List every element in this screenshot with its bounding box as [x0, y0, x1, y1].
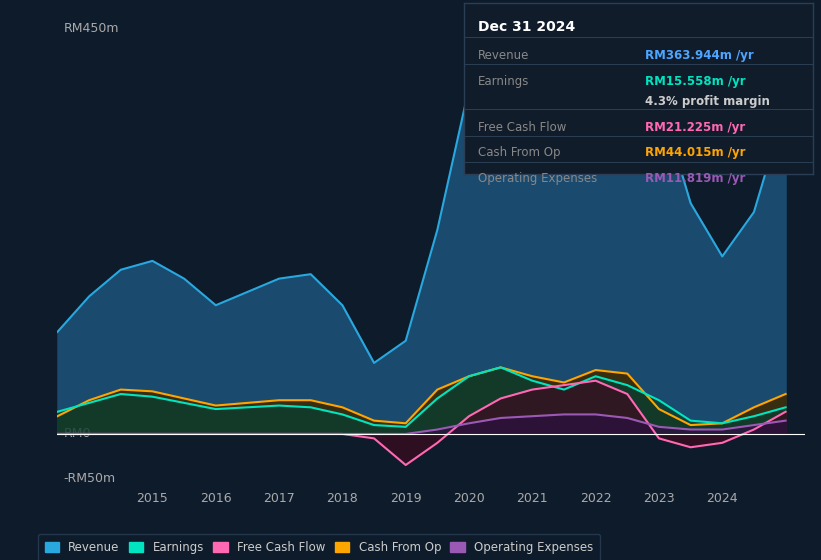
Text: 4.3% profit margin: 4.3% profit margin	[645, 95, 770, 108]
Text: Operating Expenses: Operating Expenses	[478, 172, 597, 185]
Text: -RM50m: -RM50m	[64, 472, 116, 485]
Text: Dec 31 2024: Dec 31 2024	[478, 20, 575, 34]
Text: Free Cash Flow: Free Cash Flow	[478, 120, 566, 134]
Text: Cash From Op: Cash From Op	[478, 146, 560, 159]
Text: Revenue: Revenue	[478, 49, 530, 62]
Text: RM21.225m /yr: RM21.225m /yr	[645, 120, 745, 134]
Text: RM15.558m /yr: RM15.558m /yr	[645, 74, 746, 87]
Legend: Revenue, Earnings, Free Cash Flow, Cash From Op, Operating Expenses: Revenue, Earnings, Free Cash Flow, Cash …	[38, 534, 600, 560]
Text: RM450m: RM450m	[64, 21, 119, 35]
Text: Earnings: Earnings	[478, 74, 530, 87]
Text: RM11.819m /yr: RM11.819m /yr	[645, 172, 745, 185]
Text: RM363.944m /yr: RM363.944m /yr	[645, 49, 754, 62]
Text: RM44.015m /yr: RM44.015m /yr	[645, 146, 745, 159]
Text: RM0: RM0	[64, 427, 91, 441]
